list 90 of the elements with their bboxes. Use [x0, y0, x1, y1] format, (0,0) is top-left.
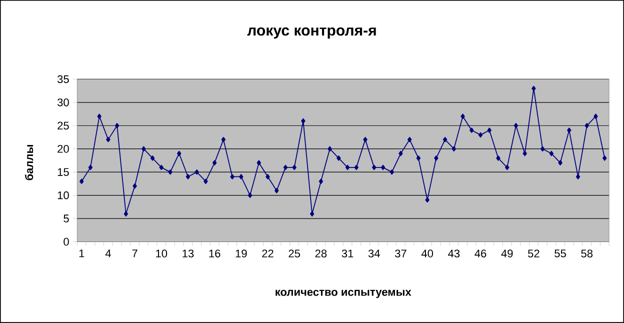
y-tick-label: 15 — [58, 168, 69, 176]
point — [230, 174, 234, 180]
x-tick-label: 40 — [421, 250, 434, 258]
point — [584, 123, 589, 128]
point — [504, 164, 510, 170]
x-tick-label: 16 — [209, 250, 220, 258]
y-tick-label: 25 — [58, 122, 69, 130]
point — [567, 128, 572, 133]
point — [425, 197, 430, 203]
y-tick-label: 35 — [57, 75, 69, 84]
point — [576, 174, 580, 180]
point — [79, 178, 84, 184]
point — [124, 211, 128, 217]
x-tick-label: 1 — [79, 250, 84, 258]
point — [114, 123, 120, 128]
point — [283, 164, 288, 170]
point — [159, 164, 164, 170]
point — [363, 136, 368, 142]
point — [248, 192, 252, 198]
point — [354, 164, 359, 170]
point — [390, 169, 394, 175]
point — [452, 146, 456, 152]
point — [177, 150, 182, 156]
point — [168, 169, 172, 175]
point — [221, 136, 226, 142]
point — [487, 128, 492, 133]
point — [434, 156, 438, 161]
x-tick-label: 49 — [501, 250, 513, 258]
point — [212, 160, 217, 166]
x-tick-label: 46 — [474, 250, 486, 258]
point — [558, 160, 562, 166]
x-tick-label: 34 — [368, 250, 380, 258]
point — [594, 114, 598, 120]
point — [398, 150, 403, 156]
point — [142, 146, 146, 152]
point — [540, 146, 545, 152]
point — [407, 136, 412, 142]
y-tick-label: 20 — [58, 144, 69, 153]
point — [106, 136, 110, 142]
x-axis-title: количество испытуемых — [276, 290, 412, 298]
point — [239, 174, 244, 180]
point — [88, 164, 93, 170]
point — [328, 146, 332, 152]
point — [97, 114, 102, 120]
point — [372, 164, 376, 170]
point — [522, 150, 527, 156]
y-axis-title: баллы — [24, 145, 34, 180]
x-tick-label: 22 — [262, 250, 274, 258]
point — [204, 178, 208, 184]
point — [292, 164, 296, 170]
x-tick-label: 25 — [288, 250, 300, 258]
x-tick-label: 4 — [105, 250, 111, 258]
point — [549, 150, 554, 156]
x-tick-label: 52 — [528, 250, 540, 258]
x-tick-label: 43 — [448, 250, 460, 258]
point — [256, 160, 262, 166]
point — [380, 164, 386, 170]
x-tick-label: 10 — [156, 250, 168, 258]
x-tick-label: 28 — [315, 250, 327, 258]
point — [460, 114, 465, 120]
x-tick-label: 19 — [236, 250, 247, 258]
point — [602, 156, 607, 161]
point — [478, 132, 483, 138]
point — [266, 174, 270, 180]
x-tick-label: 58 — [581, 250, 593, 258]
point — [310, 211, 314, 217]
point — [194, 169, 199, 175]
point — [514, 123, 518, 128]
point — [186, 174, 190, 180]
point — [496, 156, 500, 161]
point — [442, 136, 448, 142]
point — [150, 156, 155, 161]
x-tick-label: 13 — [182, 250, 194, 258]
point — [416, 156, 421, 161]
point — [274, 188, 279, 194]
point — [345, 164, 350, 170]
point — [132, 183, 137, 189]
y-tick-label: 10 — [58, 191, 69, 200]
x-tick-label: 31 — [342, 250, 354, 258]
y-tick-label: 5 — [64, 214, 69, 222]
y-tick-label: 0 — [64, 238, 69, 246]
x-tick-label: 7 — [132, 250, 138, 258]
x-tick-label: 37 — [395, 250, 406, 258]
point — [318, 178, 324, 184]
point — [470, 128, 474, 133]
point — [301, 118, 306, 124]
x-tick-label: 55 — [554, 250, 566, 258]
point — [336, 156, 341, 161]
y-tick-label: 30 — [57, 98, 69, 106]
chart-title: локус контроля-я — [247, 27, 376, 39]
